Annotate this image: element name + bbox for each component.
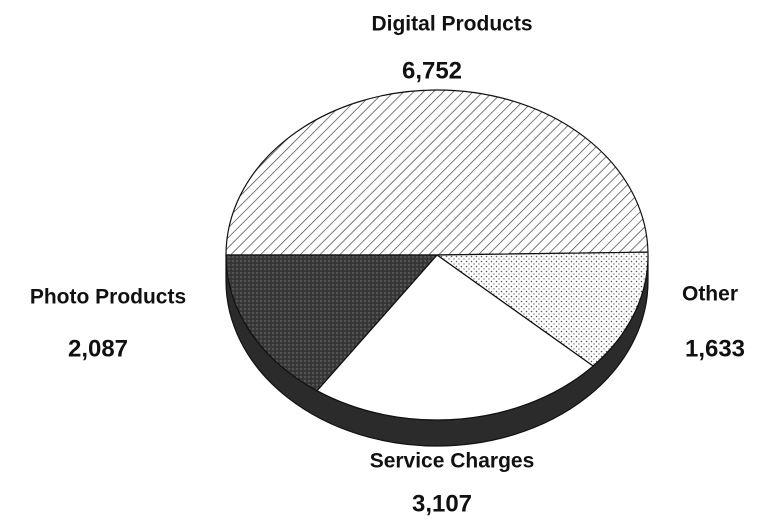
slice-label: Service Charges xyxy=(370,450,535,473)
pie-slice xyxy=(225,254,438,392)
pie-slice xyxy=(436,251,649,367)
slice-label: Other xyxy=(682,283,738,306)
slice-label: Photo Products xyxy=(30,286,186,309)
slice-label: Digital Products xyxy=(371,13,532,36)
slice-value-label: 2,087 xyxy=(68,335,128,362)
pie-slice xyxy=(316,254,594,421)
slice-value-label: 6,752 xyxy=(402,57,462,84)
labels: Digital Products 6,752 Other 1,633 Service C… xyxy=(30,13,745,518)
slice-value-label: 3,107 xyxy=(412,490,472,517)
slice-value-label: 1,633 xyxy=(685,335,745,362)
pie-slice xyxy=(225,89,649,256)
pie xyxy=(225,89,649,447)
